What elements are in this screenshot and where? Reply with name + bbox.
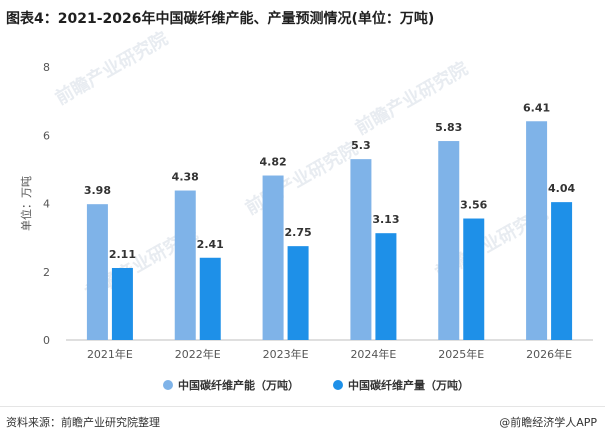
data-label-capacity: 5.83 [435, 121, 462, 134]
x-tick-label: 2023年E [263, 347, 309, 361]
bar-capacity [438, 141, 460, 340]
y-tick-label: 0 [43, 334, 50, 347]
x-tick-label: 2024年E [350, 347, 396, 361]
bar-capacity [262, 175, 284, 340]
legend-marker-capacity [163, 380, 173, 390]
bar-capacity [86, 204, 108, 340]
source-note: 资料来源：前瞻产业研究院整理 [6, 416, 160, 429]
data-label-capacity: 5.3 [351, 139, 371, 152]
bar-capacity [174, 190, 196, 340]
y-tick-label: 4 [43, 198, 50, 211]
bar-output [199, 257, 221, 340]
bar-output [111, 267, 133, 340]
data-label-capacity: 3.98 [84, 184, 111, 197]
y-tick-label: 6 [43, 129, 50, 142]
bar-output [463, 218, 485, 340]
bar-output [287, 246, 309, 340]
legend-marker-output [333, 380, 343, 390]
data-label-output: 2.11 [109, 248, 136, 261]
watermark: 前瞻产业研究院 [242, 137, 362, 219]
x-tick-label: 2022年E [175, 347, 221, 361]
data-label-capacity: 4.38 [172, 171, 199, 184]
bar-chart: 前瞻产业研究院 前瞻产业研究院前瞻产业研究院前瞻产业研究院前瞻产业研究院02468… [19, 27, 593, 392]
data-label-output: 4.04 [548, 182, 575, 195]
data-label-output: 2.41 [197, 238, 224, 251]
legend-label-output: 中国碳纤维产量（万吨） [348, 378, 469, 392]
credit-note: @前瞻经济学人APP [499, 416, 597, 429]
x-tick-label: 2026年E [526, 347, 572, 361]
data-label-output: 2.75 [285, 226, 312, 239]
data-label-output: 3.56 [460, 199, 487, 212]
data-label-capacity: 6.41 [523, 101, 550, 114]
bar-output [375, 233, 397, 340]
y-tick-label: 2 [43, 266, 50, 279]
y-tick-label: 8 [43, 61, 50, 74]
bar-capacity [350, 159, 372, 340]
data-label-output: 3.13 [372, 213, 399, 226]
legend-label-capacity: 中国碳纤维产能（万吨） [178, 378, 299, 392]
footer-divider [0, 406, 605, 407]
chart-title: 图表4：2021-2026年中国碳纤维产能、产量预测情况(单位：万吨) [6, 11, 435, 27]
x-tick-label: 2021年E [87, 347, 133, 361]
watermark: 前瞻产业研究院 [52, 27, 172, 109]
bar-output [551, 202, 573, 340]
y-axis-label: 单位：万吨 [19, 176, 33, 231]
x-tick-label: 2025年E [438, 347, 484, 361]
bar-capacity [526, 121, 548, 340]
data-label-capacity: 4.82 [260, 156, 287, 169]
